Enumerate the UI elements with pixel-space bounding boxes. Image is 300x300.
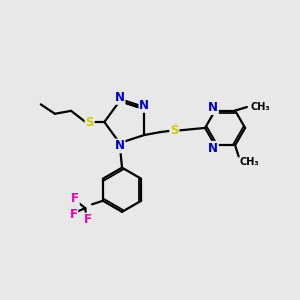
Text: F: F — [71, 192, 79, 205]
Text: F: F — [70, 208, 77, 220]
Text: N: N — [115, 140, 124, 152]
Text: F: F — [84, 213, 92, 226]
Text: N: N — [115, 91, 124, 104]
Text: CH₃: CH₃ — [250, 102, 270, 112]
Text: N: N — [208, 101, 218, 114]
Text: N: N — [208, 142, 218, 155]
Text: CH₃: CH₃ — [239, 157, 259, 167]
Text: N: N — [139, 99, 149, 112]
Text: S: S — [170, 124, 178, 137]
Text: S: S — [85, 116, 94, 128]
